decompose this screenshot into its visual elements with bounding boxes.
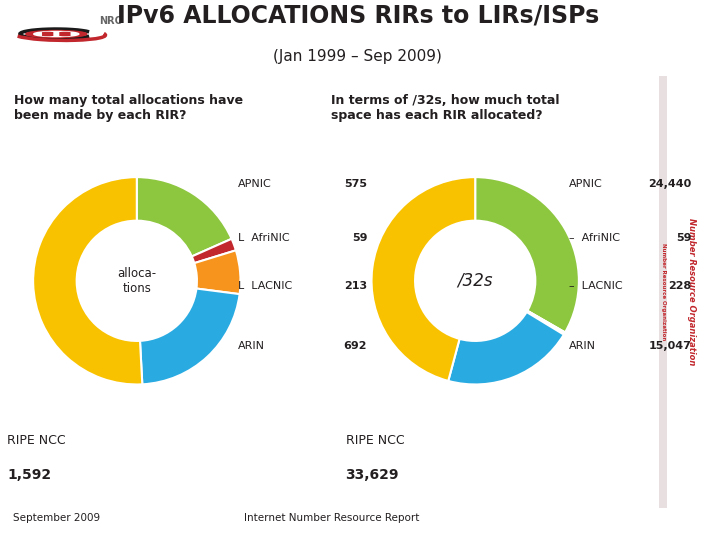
Text: 228: 228 — [668, 281, 691, 291]
Circle shape — [60, 35, 71, 36]
Text: –  AfriNIC: – AfriNIC — [569, 233, 620, 242]
Text: 33,629: 33,629 — [346, 468, 399, 482]
Circle shape — [42, 35, 53, 36]
Text: APNIC: APNIC — [238, 179, 271, 188]
Wedge shape — [527, 310, 565, 333]
Text: 575: 575 — [344, 179, 367, 188]
Text: How many total allocations have
been made by each RIR?: How many total allocations have been mad… — [14, 94, 243, 122]
Wedge shape — [33, 177, 143, 384]
Text: RIPE NCC: RIPE NCC — [7, 434, 66, 447]
Text: L  LACNIC: L LACNIC — [238, 281, 292, 291]
Text: 59: 59 — [675, 233, 691, 242]
Circle shape — [34, 31, 78, 37]
Text: 15,047: 15,047 — [648, 341, 691, 350]
Text: September 2009: September 2009 — [13, 514, 100, 523]
Text: 1,592: 1,592 — [7, 468, 51, 482]
Wedge shape — [372, 177, 475, 381]
Text: 24,440: 24,440 — [648, 179, 691, 188]
Text: 213: 213 — [344, 281, 367, 291]
Text: Number Resource Organization: Number Resource Organization — [687, 218, 696, 365]
Text: 59: 59 — [351, 233, 367, 242]
Text: Number Resource Organization: Number Resource Organization — [661, 243, 665, 340]
Text: Internet Number Resource Report: Internet Number Resource Report — [243, 514, 419, 523]
Wedge shape — [449, 312, 564, 384]
Wedge shape — [140, 288, 240, 384]
Circle shape — [26, 31, 87, 37]
Text: RIPE NCC: RIPE NCC — [346, 434, 404, 447]
Text: ARIN: ARIN — [238, 341, 265, 350]
Wedge shape — [526, 311, 565, 335]
Text: 692: 692 — [343, 341, 367, 350]
Text: L  AfriNIC: L AfriNIC — [238, 233, 289, 242]
Wedge shape — [137, 177, 232, 256]
Text: –  LACNIC: – LACNIC — [569, 281, 622, 291]
Text: /32s: /32s — [457, 272, 493, 290]
Text: alloca-
tions: alloca- tions — [117, 267, 156, 295]
Text: ARIN: ARIN — [569, 341, 596, 350]
Wedge shape — [192, 239, 236, 263]
Circle shape — [42, 32, 53, 33]
Wedge shape — [475, 177, 579, 333]
Text: IPv6 ALLOCATIONS RIRs to LIRs/ISPs: IPv6 ALLOCATIONS RIRs to LIRs/ISPs — [117, 3, 599, 27]
Circle shape — [60, 32, 71, 33]
Wedge shape — [194, 251, 240, 294]
Text: APNIC: APNIC — [569, 179, 603, 188]
Text: (Jan 1999 – Sep 2009): (Jan 1999 – Sep 2009) — [274, 49, 442, 64]
Text: NRO: NRO — [99, 16, 123, 26]
Text: In terms of /32s, how much total
space has each RIR allocated?: In terms of /32s, how much total space h… — [331, 94, 559, 122]
